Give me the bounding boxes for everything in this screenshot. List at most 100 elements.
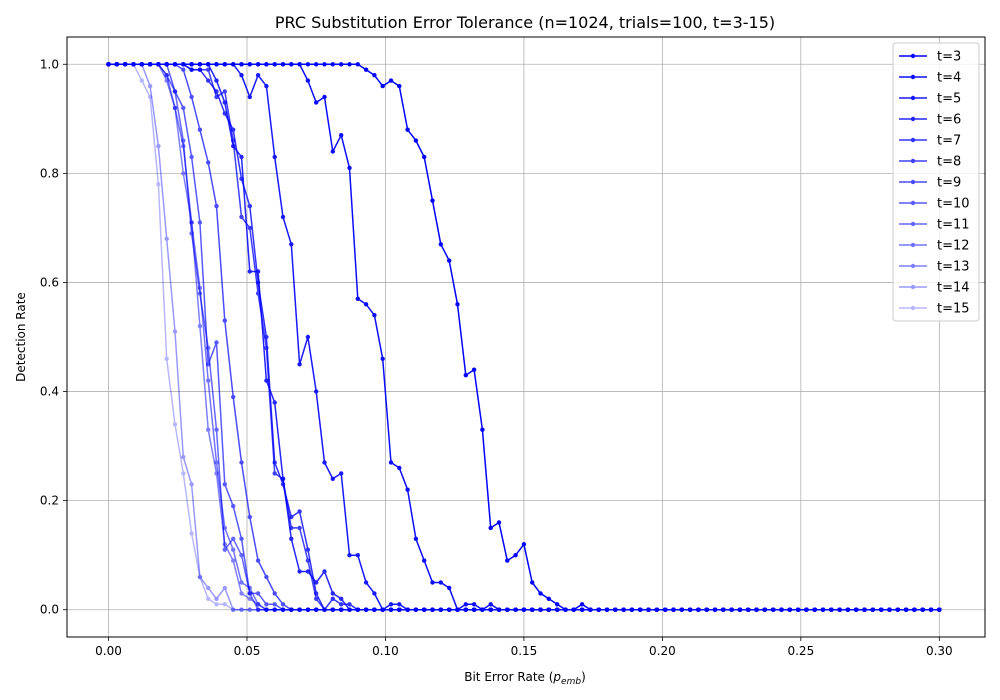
data-point (663, 607, 668, 612)
data-point (289, 62, 294, 67)
data-point (471, 367, 477, 372)
data-point (870, 607, 875, 612)
data-point (314, 389, 319, 394)
data-point (197, 62, 203, 67)
data-point (123, 62, 128, 67)
data-point (347, 165, 352, 171)
legend-swatch (899, 305, 927, 311)
data-point (787, 607, 792, 612)
data-point (272, 460, 277, 465)
data-point (147, 62, 153, 67)
legend-label: t=6 (937, 113, 961, 128)
data-point (314, 62, 319, 67)
data-point (272, 62, 277, 67)
y-tick-label: 0.4 (40, 385, 59, 399)
data-point (181, 471, 186, 476)
data-point (222, 318, 227, 323)
legend-item-t13: t=13 (899, 260, 970, 275)
legend-swatch (899, 158, 927, 164)
legend: t=3 t=4 t=5 t=6 t=7 t=8 t=9 t=10 t=11 t=12 t=13 t=1… (892, 42, 980, 322)
legend-item-t7: t=7 (899, 134, 961, 149)
ticks: 0.00 0.05 0.10 0.15 0.20 0.25 0.30 0.0 0.2 0.4 0.6… (40, 57, 953, 658)
data-point (172, 105, 178, 111)
data-point (231, 536, 236, 541)
data-point (289, 242, 294, 247)
data-point (164, 236, 169, 241)
data-point (214, 596, 219, 601)
data-point (388, 602, 394, 607)
data-point (297, 62, 302, 67)
data-point (638, 607, 643, 612)
data-point (347, 602, 352, 607)
x-tick-label: 0.30 (926, 644, 953, 658)
data-point (779, 607, 784, 612)
data-point (247, 225, 252, 231)
data-point (305, 62, 311, 67)
legend-item-t6: t=6 (899, 113, 961, 128)
data-point (272, 607, 277, 612)
data-point (488, 525, 493, 531)
legend-box (892, 42, 980, 322)
data-point (447, 585, 452, 591)
data-point (712, 607, 718, 612)
data-point (314, 607, 319, 612)
data-point (737, 607, 743, 612)
data-point (471, 602, 477, 607)
data-point (330, 62, 335, 67)
data-point (879, 607, 884, 612)
data-point (704, 607, 709, 612)
data-point (156, 143, 161, 149)
data-point (314, 580, 319, 585)
data-point (272, 154, 277, 160)
data-point (397, 465, 402, 471)
data-point (247, 514, 252, 520)
data-point (430, 580, 435, 585)
data-point (231, 394, 236, 400)
data-point (447, 607, 452, 612)
data-point (405, 487, 410, 492)
plot-frame (66, 36, 986, 638)
data-point (322, 569, 327, 574)
data-point (272, 400, 277, 405)
legend-swatch (899, 263, 927, 269)
data-point (247, 62, 252, 67)
data-point (480, 607, 485, 612)
data-point (264, 378, 269, 383)
legend-label: t=11 (937, 218, 970, 233)
data-point (804, 607, 809, 612)
data-point (247, 94, 252, 100)
data-point (397, 607, 402, 612)
data-point (596, 607, 601, 612)
data-point (247, 269, 252, 274)
legend-item-t15: t=15 (899, 302, 970, 317)
data-point (206, 585, 211, 591)
data-point (679, 607, 684, 612)
data-point (388, 78, 394, 83)
data-point (322, 62, 327, 67)
data-point (422, 607, 427, 612)
data-point (887, 607, 892, 612)
data-point (754, 607, 759, 612)
data-point (314, 100, 319, 105)
data-point (214, 89, 219, 94)
data-point (463, 373, 468, 378)
data-point (214, 78, 219, 83)
data-point (172, 62, 178, 67)
data-point (330, 476, 335, 481)
data-point (305, 569, 311, 574)
data-point (322, 607, 327, 612)
data-point (189, 94, 194, 100)
data-point (206, 160, 211, 165)
data-point (181, 171, 186, 176)
legend-item-t8: t=8 (899, 155, 961, 170)
data-point (147, 94, 153, 100)
data-point (206, 67, 211, 72)
data-point (496, 607, 502, 612)
data-point (239, 607, 244, 612)
data-point (837, 607, 842, 612)
legend-label: t=13 (937, 260, 970, 275)
data-point (339, 133, 344, 138)
legend-swatch (899, 95, 927, 101)
legend-swatch (899, 137, 927, 143)
